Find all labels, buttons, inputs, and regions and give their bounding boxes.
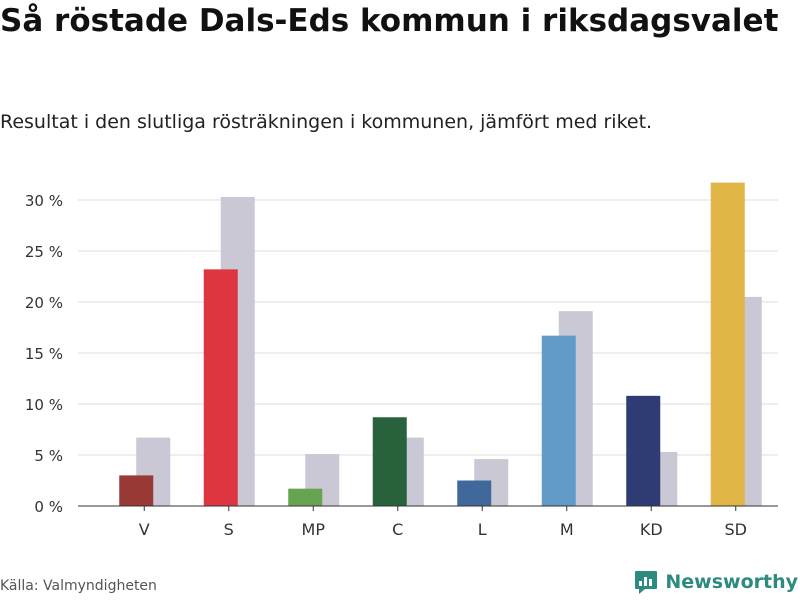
y-tick-label: 30 %	[25, 192, 63, 210]
bar-kommun-kd	[626, 395, 661, 506]
y-tick-label: 20 %	[25, 294, 63, 312]
x-tick-label-c: C	[392, 520, 403, 539]
newsworthy-logo-text: Newsworthy	[665, 571, 798, 593]
bar-kommun-m	[541, 335, 576, 506]
y-tick-label: 0 %	[34, 498, 63, 516]
x-tick-label-l: L	[478, 520, 487, 539]
source-note: Källa: Valmyndigheten	[0, 578, 157, 594]
bar-chart: 0 % 5 % 10 % 15 % 20 % 25 % 30 % V S MP C L M KD SD	[25, 182, 778, 539]
bar-kommun-v	[119, 475, 154, 506]
bar-kommun-c	[372, 417, 407, 506]
x-tick-label-sd: SD	[725, 520, 747, 539]
x-tick-label-m: M	[560, 520, 574, 539]
bar-kommun-sd	[710, 182, 745, 506]
x-tick-label-mp: MP	[302, 520, 326, 539]
gridlines	[78, 199, 778, 456]
chart-title: Så röstade Dals-Eds kommun i riksdagsval…	[0, 3, 779, 39]
bar-kommun-s	[203, 269, 238, 506]
x-tick-label-s: S	[224, 520, 234, 539]
chart-subtitle: Resultat i den slutliga rösträkningen i …	[0, 111, 653, 133]
y-tick-label: 25 %	[25, 243, 63, 261]
y-tick-label: 15 %	[25, 345, 63, 363]
x-tick-label-v: V	[139, 520, 150, 539]
newsworthy-logo-icon	[635, 571, 658, 594]
x-axis-ticks: V S MP C L M KD SD	[139, 506, 747, 539]
bar-kommun-l	[457, 480, 492, 506]
y-tick-label: 10 %	[25, 396, 63, 414]
y-axis-ticks: 0 % 5 % 10 % 15 % 20 % 25 % 30 %	[25, 192, 63, 516]
bars	[119, 182, 762, 506]
newsworthy-logo[interactable]: Newsworthy	[633, 568, 798, 596]
x-tick-label-kd: KD	[640, 520, 663, 539]
bar-kommun-mp	[288, 488, 323, 506]
y-tick-label: 5 %	[34, 447, 63, 465]
